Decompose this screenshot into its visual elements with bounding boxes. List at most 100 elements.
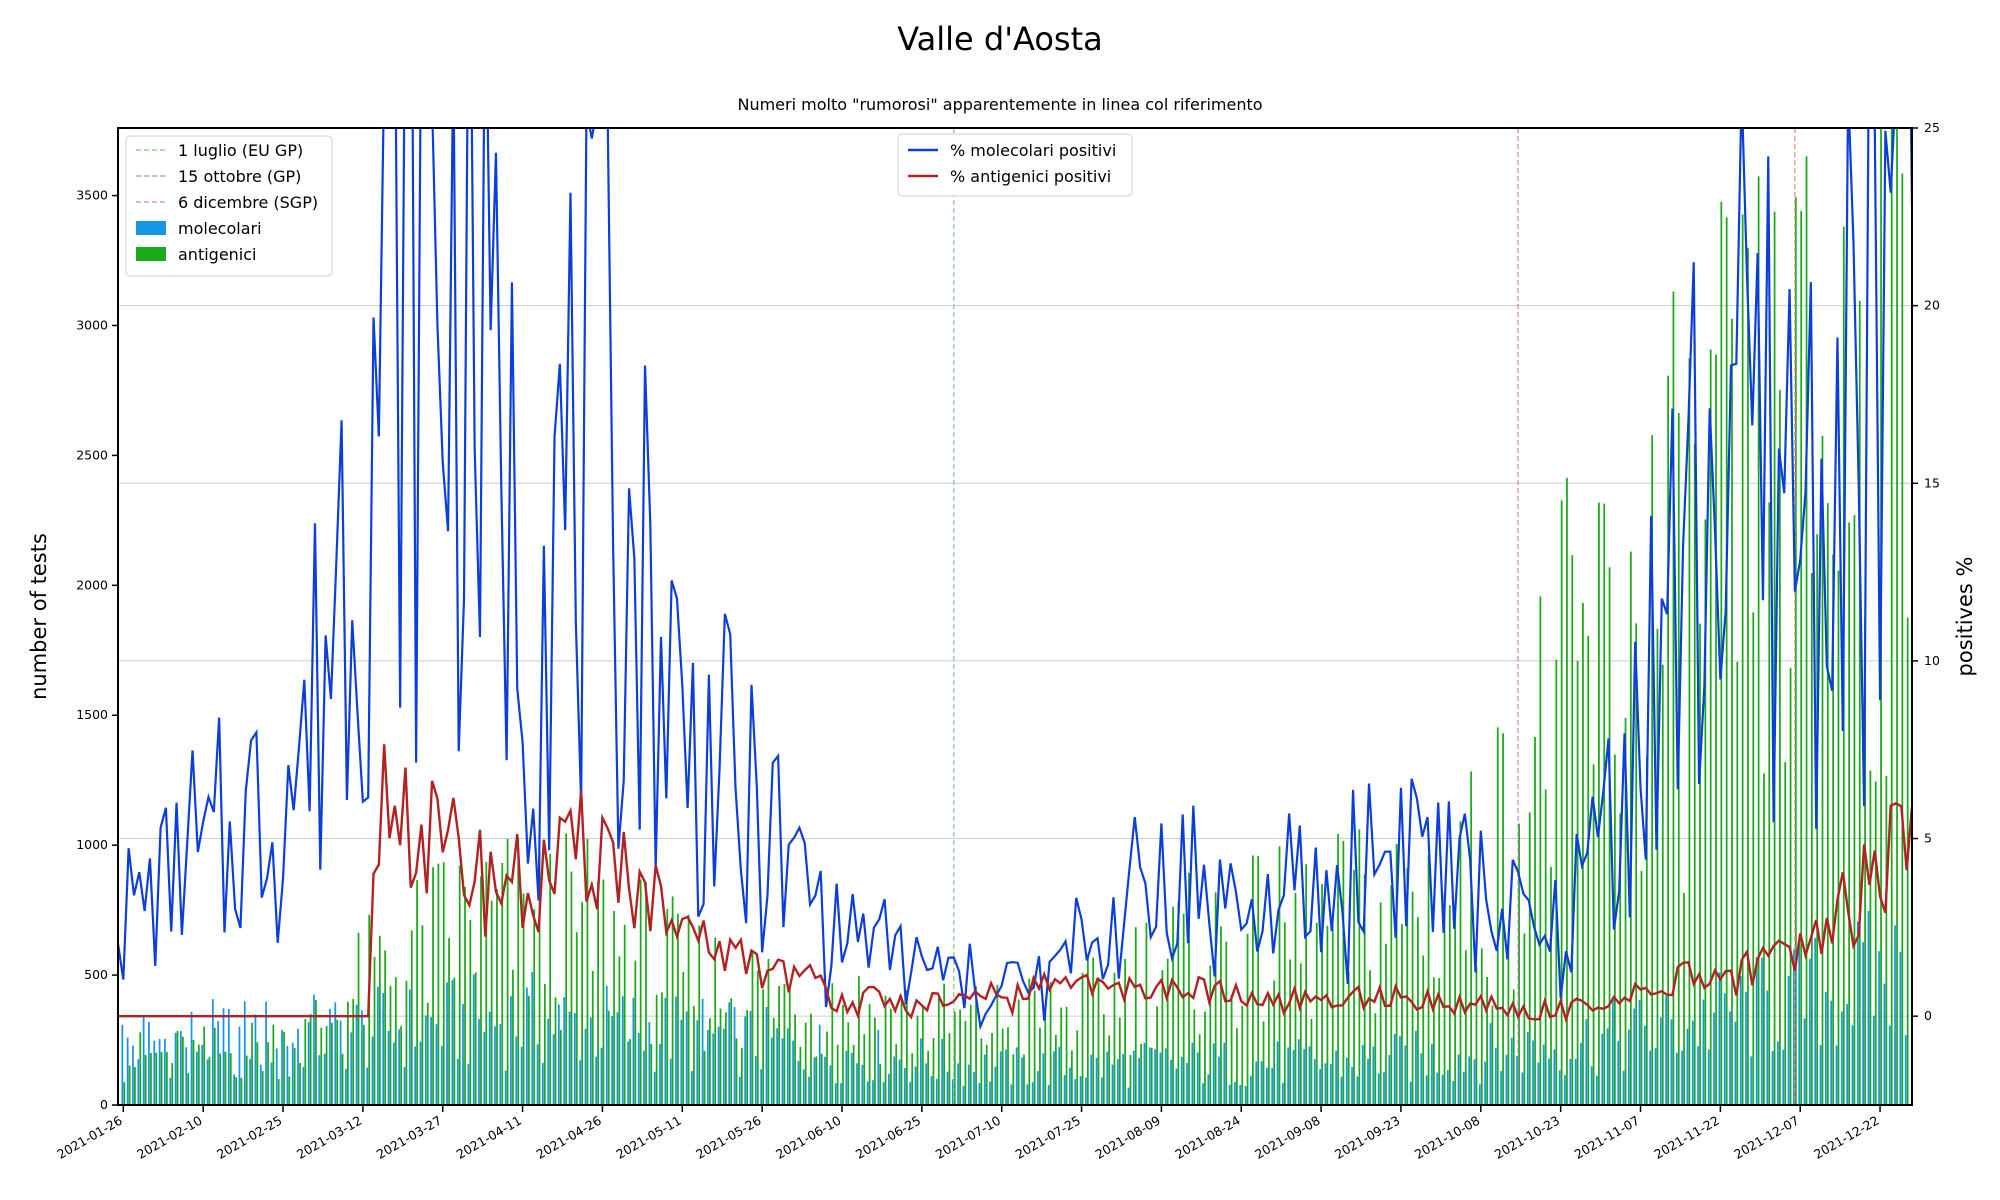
bar-antigenici [538, 850, 541, 1105]
bar-molecolari [1425, 1075, 1428, 1105]
bar-molecolari [1569, 1058, 1572, 1105]
bar-molecolari [1462, 1071, 1465, 1105]
bar-antigenici [863, 1034, 866, 1105]
bar-antigenici [1885, 776, 1888, 1105]
bar-molecolari [1675, 1052, 1678, 1105]
bar-molecolari [930, 1076, 933, 1105]
bar-molecolari [1361, 1045, 1364, 1105]
bar-molecolari [424, 1015, 427, 1105]
bar-molecolari [994, 1066, 997, 1105]
bar-antigenici [623, 924, 626, 1105]
bar-molecolari [515, 1036, 518, 1105]
bar-molecolari [1484, 1061, 1487, 1105]
bar-molecolari [1691, 1020, 1694, 1105]
bar-molecolari [770, 1037, 773, 1105]
bar-antigenici [1773, 211, 1776, 1105]
bar-antigenici [709, 1018, 711, 1105]
bar-molecolari [813, 1057, 816, 1105]
bar-molecolari [499, 1024, 502, 1105]
bar-molecolari [701, 998, 704, 1105]
line-% molecolari positivi [118, 128, 1912, 1031]
bar-antigenici [559, 1029, 562, 1105]
bar-antigenici [208, 1056, 211, 1105]
bar-molecolari [1718, 972, 1721, 1105]
bar-molecolari [1122, 1053, 1125, 1105]
bar-molecolari [142, 1016, 145, 1105]
bar-molecolari [1074, 1079, 1077, 1105]
bar-antigenici [134, 1067, 136, 1105]
bar-molecolari [1335, 1050, 1337, 1105]
bar-molecolari [1340, 1076, 1343, 1105]
bar-molecolari [1276, 1041, 1279, 1105]
bar-antigenici [453, 977, 456, 1105]
x-tick-label: 2021-12-07 [1731, 1113, 1801, 1162]
bar-molecolari [1313, 1059, 1316, 1105]
bar-antigenici [1837, 570, 1840, 1105]
bar-molecolari [366, 1067, 369, 1105]
bar-antigenici [256, 1042, 259, 1105]
bar-antigenici [602, 879, 605, 1105]
bar-antigenici [1534, 736, 1536, 1105]
bar-molecolari [1037, 1071, 1039, 1105]
bar-molecolari [1894, 925, 1896, 1105]
bar-antigenici [464, 887, 466, 1105]
legend-box [897, 133, 1133, 197]
bar-antigenici [1012, 1054, 1015, 1105]
bar-molecolari [1883, 983, 1886, 1105]
bar-molecolari [749, 1011, 752, 1105]
bar-antigenici [799, 1046, 802, 1105]
bar-molecolari [1830, 1000, 1833, 1105]
x-tick-label: 2021-02-10 [134, 1113, 204, 1162]
bar-antigenici [1566, 477, 1568, 1106]
bar-molecolari [1819, 1045, 1822, 1105]
legend-lines: % molecolari positivi % antigenici positi… [897, 133, 1133, 197]
bar-antigenici [996, 984, 999, 1105]
bar-molecolari [557, 1004, 560, 1105]
bar-antigenici [666, 909, 669, 1105]
bar-antigenici [778, 986, 780, 1105]
bar-antigenici [959, 1009, 961, 1105]
bar-molecolari [1170, 1059, 1172, 1105]
bar-antigenici [826, 1031, 828, 1105]
bar-antigenici [1347, 972, 1350, 1105]
bar-antigenici [283, 1032, 285, 1105]
bar-molecolari [1510, 1037, 1513, 1105]
bar-antigenici [980, 1038, 983, 1105]
bar-molecolari [1191, 1042, 1194, 1105]
bar-molecolari [792, 1040, 794, 1105]
bar-molecolari [1441, 1074, 1444, 1105]
bar-molecolari [973, 1072, 975, 1105]
bar-antigenici [347, 1001, 349, 1105]
bar-molecolari [334, 1002, 337, 1105]
bar-molecolari [238, 1026, 241, 1105]
bar-molecolari [1303, 1049, 1306, 1105]
bar-molecolari [1580, 1042, 1582, 1105]
bar-molecolari [1234, 1082, 1236, 1105]
bar-antigenici [389, 985, 392, 1105]
bar-molecolari [1005, 1049, 1007, 1105]
bar-molecolari [1542, 1044, 1545, 1105]
bar-molecolari [1761, 957, 1763, 1105]
bar-antigenici [517, 837, 520, 1105]
grid [118, 127, 1912, 1017]
y-tick-label-left: 2500 [76, 447, 108, 462]
bar-antigenici [1150, 1047, 1153, 1105]
bar-antigenici [634, 960, 637, 1105]
bar-antigenici [900, 995, 903, 1105]
bar-antigenici [1177, 902, 1180, 1105]
bar-antigenici [1544, 789, 1547, 1105]
bar-antigenici [480, 876, 482, 1105]
bar-antigenici [171, 1063, 174, 1105]
bar-molecolari [1867, 910, 1870, 1105]
bar-molecolari [1612, 997, 1614, 1105]
bar-antigenici [842, 1004, 844, 1105]
bar-antigenici [1661, 664, 1664, 1105]
x-tick-label: 2021-01-26 [54, 1113, 124, 1162]
bar-molecolari [446, 982, 448, 1105]
bar-antigenici [1635, 623, 1638, 1105]
bar-molecolari [1250, 1075, 1252, 1105]
bar-antigenici [469, 920, 472, 1105]
bar-antigenici [629, 1039, 631, 1105]
bar-antigenici [714, 937, 717, 1105]
legend-entry: % antigenici positivi [950, 167, 1111, 186]
